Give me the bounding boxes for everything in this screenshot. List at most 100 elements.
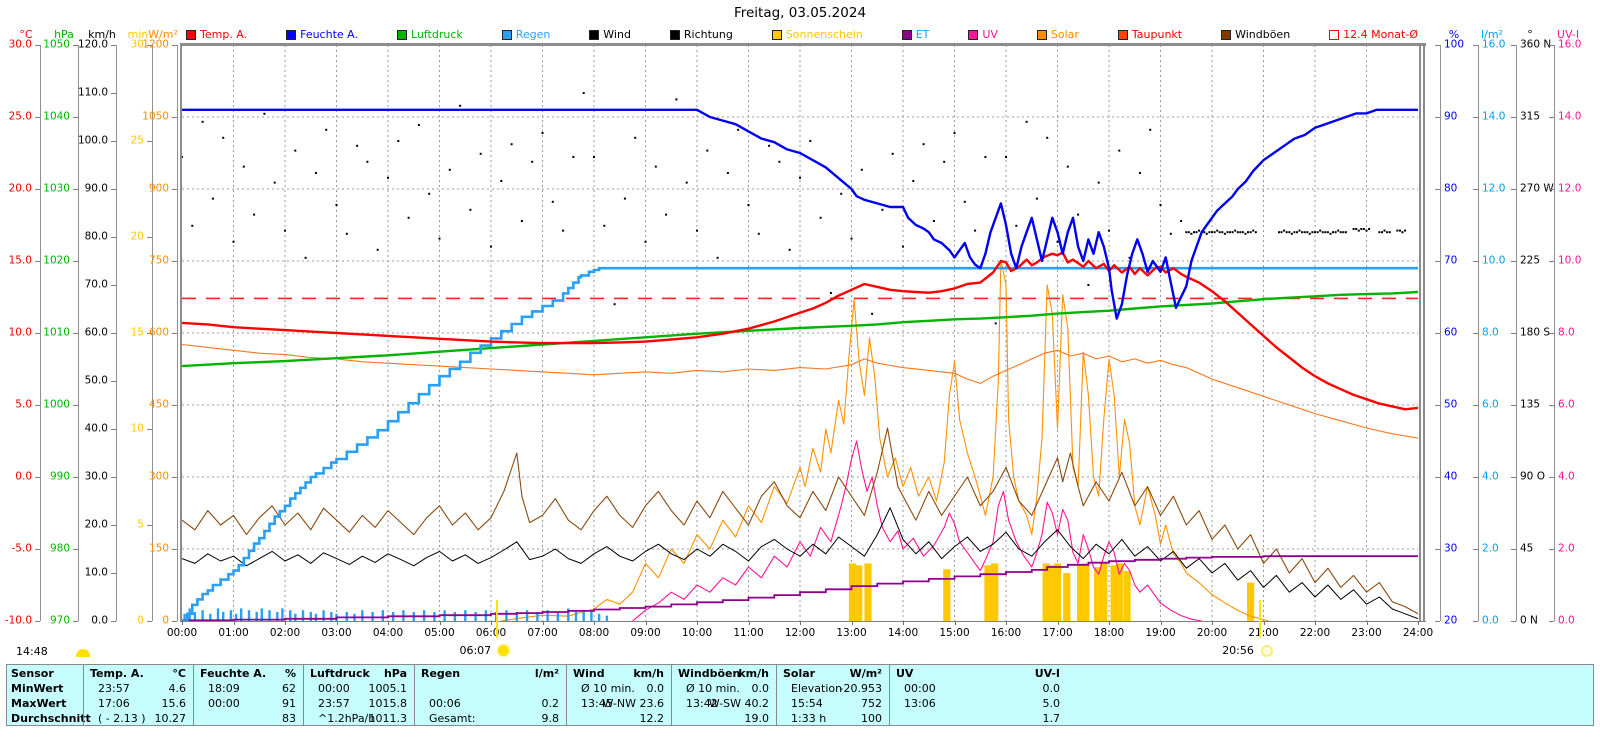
time-label: 04:00: [372, 627, 404, 639]
series-richtung: [1025, 120, 1028, 123]
legend-swatch-icon: [669, 30, 680, 40]
series-richtung: [1388, 231, 1391, 234]
legend-swatch-icon: [1117, 30, 1128, 40]
series-richtung: [706, 149, 709, 152]
time-label: 07:00: [527, 627, 558, 639]
series-richtung: [1211, 231, 1213, 234]
series-richtung: [1159, 204, 1162, 206]
legend-swatch-icon: [501, 30, 512, 40]
axis-tick: [1549, 45, 1554, 46]
series-feuchte: [182, 108, 1418, 320]
series-sonnenschein: [1042, 563, 1050, 621]
series-richtung: [871, 312, 874, 315]
time-label: 08:00: [578, 627, 610, 639]
series-richtung: [1278, 231, 1280, 234]
series-richtung: [1396, 229, 1399, 232]
time-label: 10:00: [681, 627, 713, 639]
series-richtung: [1365, 229, 1368, 232]
legend-item-label: Regen: [515, 28, 551, 41]
axis-label: 2.0: [1482, 542, 1499, 555]
series-richtung: [1087, 284, 1090, 286]
axis-label: 30.0: [84, 470, 108, 483]
series-richtung: [1339, 231, 1342, 234]
table-col-name: Temp. A.: [90, 667, 144, 680]
time-label: 06:00: [475, 627, 507, 639]
axis-label: -5.0: [11, 542, 33, 555]
legend-item-label: UV: [982, 28, 998, 41]
axis-label: 90 O: [1520, 470, 1545, 483]
axis-label: 8.0: [1482, 326, 1499, 339]
axis-tick: [1511, 621, 1516, 622]
series-richtung: [593, 156, 595, 158]
series-richtung: [984, 156, 987, 158]
axis-tick: [172, 333, 177, 334]
time-tick: [1006, 621, 1007, 625]
axis-label: 135: [1520, 398, 1541, 411]
time-label: 02:00: [269, 627, 301, 639]
axis-label: 8.0: [1558, 326, 1575, 339]
series-temp: [181, 251, 1419, 411]
axis-tick: [111, 45, 116, 46]
time-label: 01:00: [218, 627, 249, 639]
series-regen_summe: [182, 266, 1418, 623]
time-tick: [903, 621, 904, 625]
table-column-Regen: Regen l/m² 00:06 0.2 Gesamt: 9.8: [414, 665, 567, 725]
series-richtung: [376, 248, 379, 251]
axis-label: 1020: [43, 254, 70, 267]
axis-tick: [73, 333, 78, 334]
table-cell-time: 13:45: [581, 697, 613, 710]
axis-tick: [147, 237, 152, 238]
axis-tick: [73, 117, 78, 118]
legend-swatch-icon: [968, 30, 979, 40]
table-col-name: Luftdruck: [310, 667, 370, 680]
time-tick: [182, 621, 183, 625]
series-richtung: [294, 149, 297, 152]
axis-tick: [1473, 549, 1478, 550]
table-cell-time: ( - 2.13 ): [98, 712, 146, 725]
series-richtung: [325, 128, 328, 131]
axis-tick: [1473, 621, 1478, 622]
table-corner-label: Sensor: [11, 667, 54, 680]
series-richtung: [1231, 231, 1234, 234]
series-richtung: [582, 92, 585, 94]
series-richtung: [510, 143, 513, 146]
table-cell-value: 1005.1: [368, 682, 408, 695]
summary-table: Sensor MinWert MaxWert Durchschnitt Temp. A.…: [6, 664, 1594, 726]
time-label: 17:00: [1042, 627, 1073, 639]
series-richtung: [953, 132, 956, 134]
table-col-unit: °C: [172, 667, 186, 680]
series-richtung: [1247, 231, 1249, 234]
series-richtung: [1254, 231, 1257, 234]
series-richtung: [778, 160, 781, 163]
table-cell-time: 13:42: [686, 697, 718, 710]
axis-label: 70.0: [84, 278, 108, 291]
table-cell-value: 0.0: [751, 682, 770, 695]
legend-item-1: Feuchte A.: [286, 29, 358, 41]
table-cell-value: 10.27: [154, 712, 187, 725]
axis-label: 1050: [43, 38, 70, 51]
sunset-sun-icon: [1260, 645, 1273, 657]
axis-label: 1030: [43, 182, 70, 195]
time-tick: [1057, 621, 1059, 625]
axis-tick: [73, 405, 78, 406]
time-tick: [1315, 621, 1316, 625]
series-richtung: [1198, 229, 1201, 232]
legend-swatch-icon: [186, 30, 196, 40]
series-richtung: [829, 292, 832, 294]
axis-label: 4.0: [1482, 470, 1499, 483]
axis-tick: [35, 45, 40, 46]
legend-item-12: 12.4 Monat-Ø: [1329, 29, 1418, 41]
axis-label: 450: [148, 398, 169, 411]
series-richtung: [891, 152, 894, 155]
series-richtung: [634, 136, 637, 139]
axis-line-R3: [1554, 45, 1555, 621]
legend-item-5: Richtung: [669, 29, 733, 41]
table-cell-value: W-SW 40.2: [708, 697, 769, 710]
series-richtung: [314, 172, 317, 174]
axis-label: 14.0: [1482, 110, 1506, 123]
series-sonnenschein: [991, 563, 999, 621]
time-label: 19:00: [1145, 627, 1176, 639]
series-richtung: [1208, 231, 1211, 234]
series-richtung: [1386, 231, 1389, 234]
time-tick: [1109, 621, 1110, 625]
